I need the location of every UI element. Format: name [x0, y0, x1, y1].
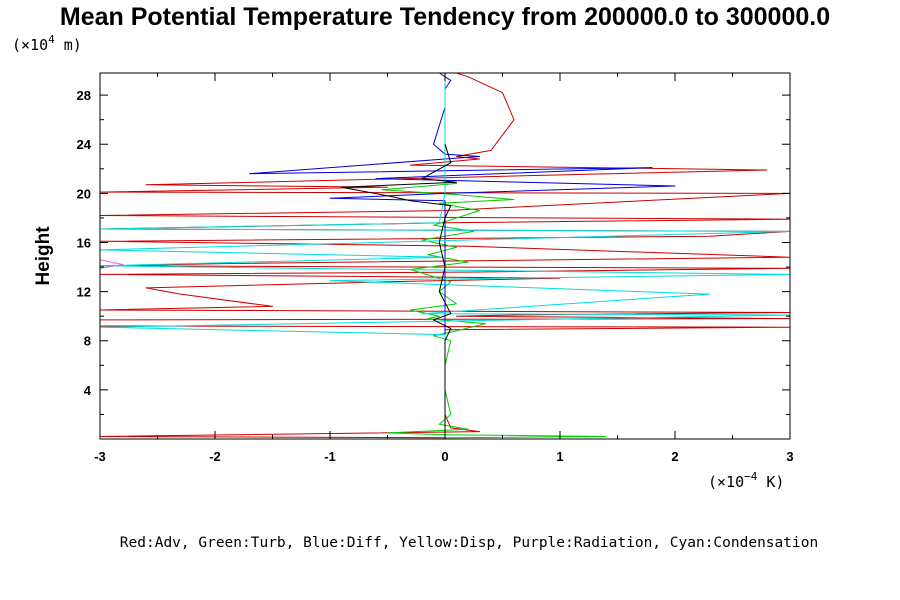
x-tick-label: 0	[441, 449, 448, 464]
x-tick-label: -1	[324, 449, 336, 464]
y-tick-label: 24	[77, 137, 92, 152]
series-line-3	[100, 73, 790, 438]
y-tick-label: 4	[84, 383, 92, 398]
y-tick-label: 20	[77, 186, 91, 201]
series-line-5	[341, 144, 457, 438]
x-unit-label: (×10−4 K)	[708, 470, 784, 491]
series-line-4	[100, 259, 124, 269]
series-line-2	[249, 73, 676, 438]
x-unit-exponent: −4	[744, 470, 758, 483]
x-tick-label: 1	[556, 449, 563, 464]
legend-caption: Red:Adv, Green:Turb, Blue:Diff, Yellow:D…	[120, 535, 818, 551]
x-tick-label: -2	[209, 449, 221, 464]
y-unit-label: (×104 m)	[12, 33, 82, 54]
y-tick-label: 28	[77, 88, 91, 103]
y-axis-label: Height	[33, 226, 54, 286]
series-line-1	[381, 73, 607, 439]
x-tick-label: 2	[671, 449, 678, 464]
y-tick-label: 12	[77, 285, 91, 300]
chart-title: Mean Potential Temperature Tendency from…	[60, 3, 830, 31]
series-layer	[100, 73, 790, 439]
y-tick-label: 8	[84, 334, 91, 349]
y-unit-exponent: 4	[48, 33, 55, 46]
x-tick-label: 3	[786, 449, 793, 464]
x-tick-label: -3	[94, 449, 106, 464]
y-tick-label: 16	[77, 235, 91, 250]
